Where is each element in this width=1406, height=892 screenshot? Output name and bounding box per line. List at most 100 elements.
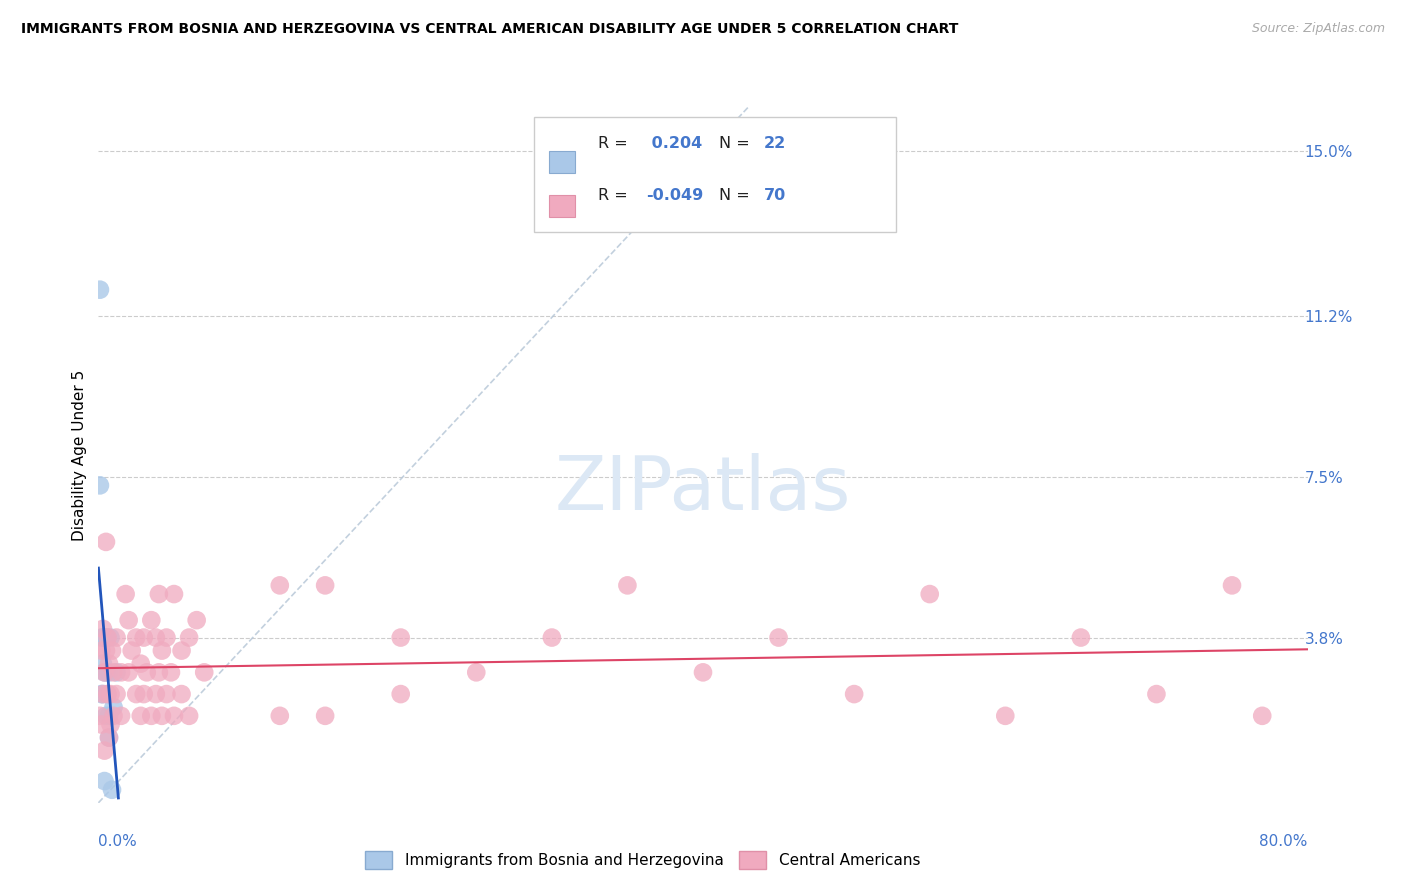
Point <box>110 665 132 680</box>
Legend: Immigrants from Bosnia and Herzegovina, Central Americans: Immigrants from Bosnia and Herzegovina, … <box>359 846 927 875</box>
Point <box>118 613 141 627</box>
Text: N =: N = <box>718 136 755 151</box>
Bar <box>534 118 897 232</box>
Point <box>100 631 122 645</box>
Point <box>148 665 170 680</box>
Point <box>1144 687 1167 701</box>
Point <box>994 708 1017 723</box>
Text: R =: R = <box>598 188 633 202</box>
Point <box>844 687 866 701</box>
Point <box>132 687 155 701</box>
Point <box>96 631 118 645</box>
Point <box>93 665 115 680</box>
Point <box>314 708 336 723</box>
Point <box>540 631 562 645</box>
Point <box>98 665 121 680</box>
Point <box>125 687 148 701</box>
Point <box>132 631 155 645</box>
Point <box>269 578 291 592</box>
Text: 80.0%: 80.0% <box>1260 834 1308 849</box>
Point <box>101 782 124 797</box>
Point <box>141 708 163 723</box>
Point <box>93 665 115 680</box>
Point <box>103 700 125 714</box>
Text: 22: 22 <box>763 136 786 151</box>
Y-axis label: Disability Age Under 5: Disability Age Under 5 <box>72 369 87 541</box>
Point <box>110 708 132 723</box>
Text: 0.0%: 0.0% <box>98 834 138 849</box>
Point <box>91 631 114 645</box>
Point <box>90 717 112 731</box>
Point <box>90 631 112 645</box>
Point <box>177 631 201 645</box>
Point <box>118 665 141 680</box>
Point <box>94 708 117 723</box>
Point <box>193 665 215 680</box>
Point <box>100 717 122 731</box>
Point <box>89 478 111 492</box>
Point <box>105 665 128 680</box>
Text: -0.049: -0.049 <box>647 188 703 202</box>
Point <box>93 631 115 645</box>
Point <box>389 631 412 645</box>
Text: Source: ZipAtlas.com: Source: ZipAtlas.com <box>1251 22 1385 36</box>
Point <box>163 708 186 723</box>
Text: 0.204: 0.204 <box>647 136 703 151</box>
Point <box>94 643 117 657</box>
Point <box>91 687 114 701</box>
Point <box>160 665 183 680</box>
Point <box>103 708 125 723</box>
Point <box>91 687 114 701</box>
Text: 70: 70 <box>763 188 786 202</box>
Point <box>186 613 208 627</box>
Point <box>170 643 193 657</box>
Point <box>93 774 115 789</box>
Point <box>135 665 157 680</box>
Point <box>129 657 152 671</box>
Point <box>314 578 336 592</box>
Point <box>121 643 143 657</box>
Point <box>91 622 114 636</box>
Point <box>98 708 121 723</box>
Point <box>170 687 193 701</box>
Point <box>96 687 118 701</box>
Point <box>141 613 163 627</box>
Point <box>692 665 714 680</box>
Point <box>616 578 638 592</box>
Point <box>145 631 167 645</box>
Text: ZIPatlas: ZIPatlas <box>555 453 851 526</box>
Point <box>114 587 136 601</box>
Point <box>129 708 152 723</box>
Point <box>465 665 488 680</box>
Point <box>148 587 170 601</box>
Point <box>96 631 118 645</box>
Point <box>94 665 117 680</box>
Point <box>150 643 173 657</box>
Text: IMMIGRANTS FROM BOSNIA AND HERZEGOVINA VS CENTRAL AMERICAN DISABILITY AGE UNDER : IMMIGRANTS FROM BOSNIA AND HERZEGOVINA V… <box>21 22 959 37</box>
Point <box>94 631 117 645</box>
Point <box>91 657 114 671</box>
Point <box>98 657 121 671</box>
Point <box>105 631 128 645</box>
Point <box>1251 708 1274 723</box>
Point <box>768 631 790 645</box>
Point <box>93 744 115 758</box>
Text: R =: R = <box>598 136 633 151</box>
Point <box>89 283 111 297</box>
Point <box>1070 631 1092 645</box>
Point <box>105 687 128 701</box>
Point <box>145 687 167 701</box>
Point <box>1220 578 1243 592</box>
Point <box>155 687 177 701</box>
Point <box>90 643 112 657</box>
Point <box>177 708 201 723</box>
Point <box>155 631 177 645</box>
Point <box>150 708 173 723</box>
Point <box>101 643 124 657</box>
Point <box>100 687 122 701</box>
Point <box>103 665 125 680</box>
Point <box>163 587 186 601</box>
Point <box>125 631 148 645</box>
Point <box>98 731 121 745</box>
Point <box>98 731 121 745</box>
